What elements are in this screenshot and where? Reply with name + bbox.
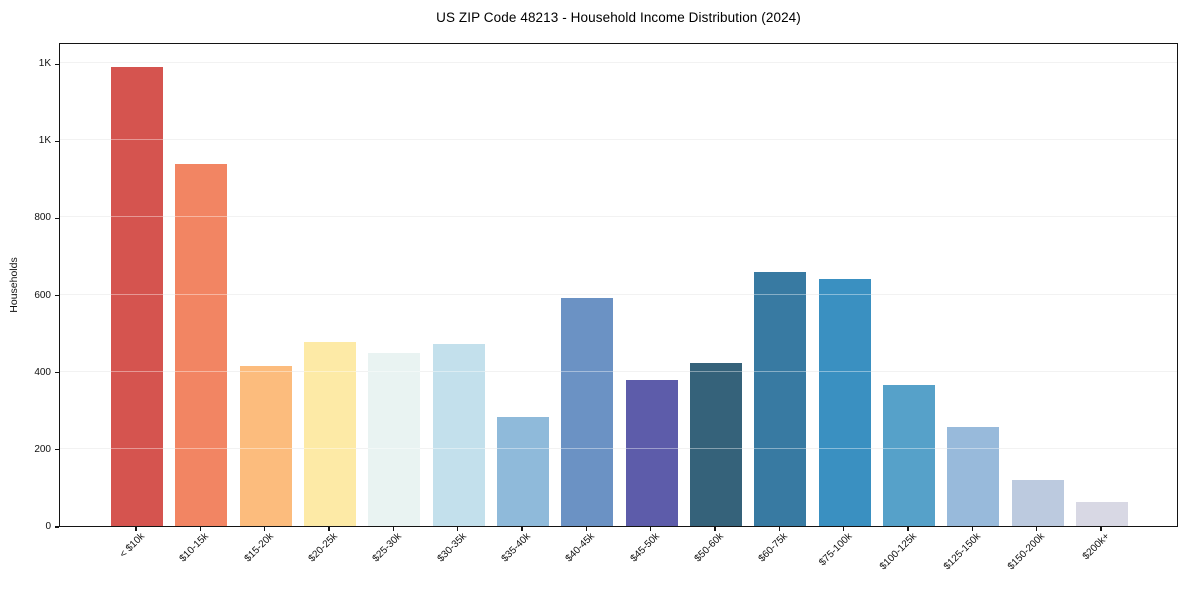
x-tick-mark [778, 527, 780, 531]
x-tick-mark [521, 527, 523, 531]
x-tick-mark [135, 527, 137, 531]
gridline-overlay [60, 62, 1177, 64]
y-tick-mark [55, 449, 59, 451]
bar [561, 297, 614, 526]
x-tick-label: < $10k [117, 531, 147, 561]
gridline-overlay [60, 139, 1177, 141]
y-tick-label: 1K [38, 58, 51, 70]
gridline [60, 62, 1177, 64]
x-tick-label: $15-20k [242, 531, 276, 565]
bar [690, 362, 742, 526]
bar [175, 164, 228, 526]
bar [111, 67, 163, 526]
y-tick-mark [55, 63, 59, 65]
gridline [60, 216, 1177, 218]
x-tick-label: $20-25k [306, 531, 340, 565]
bar [239, 366, 292, 526]
x-tick-mark [585, 527, 587, 531]
gridline-overlay [60, 293, 1177, 295]
bar [497, 416, 549, 526]
x-tick-label: $50-60k [692, 531, 726, 565]
bar [625, 379, 678, 526]
x-tick-mark [714, 527, 716, 531]
x-tick-mark [650, 527, 652, 531]
y-tick-mark [55, 372, 59, 374]
x-tick-label: $100-125k [877, 531, 919, 573]
x-tick-label: $125-150k [941, 531, 984, 573]
gridline [60, 447, 1177, 449]
x-tick-label: $35-40k [499, 531, 533, 565]
bar [432, 344, 485, 526]
plot-area [59, 43, 1178, 527]
y-tick-label: 600 [34, 289, 51, 301]
y-tick-label: 400 [34, 366, 51, 378]
gridline [60, 370, 1177, 372]
x-tick-label: $150-200k [1006, 531, 1048, 573]
x-tick-mark [264, 527, 266, 531]
y-tick-mark [55, 217, 59, 220]
bar [368, 353, 421, 526]
bar [1076, 502, 1128, 526]
bar [754, 271, 807, 526]
x-tick-label: $45-50k [628, 531, 662, 565]
bar [1011, 480, 1064, 526]
y-tick-mark [55, 526, 59, 528]
x-tick-mark [392, 527, 394, 531]
x-tick-mark [843, 527, 845, 531]
gridline [60, 139, 1177, 141]
bar [304, 341, 356, 526]
bar [947, 426, 1000, 526]
x-tick-label: $200k+ [1080, 531, 1112, 563]
x-tick-label: $60-75k [756, 531, 791, 565]
gridline [60, 293, 1177, 295]
y-tick-label: 200 [34, 443, 51, 455]
x-tick-label: $40-45k [563, 531, 598, 565]
y-axis-label: Households [8, 257, 20, 313]
y-tick-label: 800 [34, 212, 51, 224]
y-tick-mark [55, 295, 59, 297]
bar [883, 385, 935, 526]
x-tick-mark [1100, 527, 1102, 531]
gridline-overlay [60, 447, 1177, 449]
y-tick-mark [55, 140, 59, 142]
x-tick-mark [199, 527, 201, 531]
x-tick-label: $10-15k [177, 531, 212, 565]
gridline-overlay [60, 370, 1177, 372]
x-tick-mark [328, 527, 330, 531]
x-tick-label: $75-100k [817, 531, 855, 569]
bar [818, 279, 871, 526]
x-tick-mark [971, 527, 973, 531]
chart-title: US ZIP Code 48213 - Household Income Dis… [436, 10, 801, 25]
x-tick-label: $25-30k [370, 531, 405, 565]
gridline-overlay [60, 216, 1177, 218]
y-tick-label: 1K [38, 135, 51, 147]
x-tick-mark [457, 527, 459, 531]
x-tick-label: $30-35k [435, 531, 469, 565]
x-tick-mark [1036, 527, 1038, 531]
y-tick-label: 0 [45, 521, 51, 532]
x-tick-mark [907, 527, 909, 531]
